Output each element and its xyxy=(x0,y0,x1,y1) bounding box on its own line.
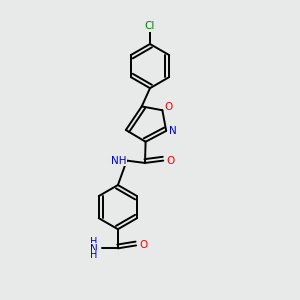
Text: NH: NH xyxy=(111,156,126,166)
Text: H: H xyxy=(90,250,98,260)
Text: H: H xyxy=(90,238,98,248)
Text: O: O xyxy=(140,240,148,250)
Text: Cl: Cl xyxy=(145,21,155,31)
Text: O: O xyxy=(164,102,172,112)
Text: O: O xyxy=(167,156,175,166)
Text: N: N xyxy=(90,244,98,254)
Text: N: N xyxy=(169,126,176,136)
